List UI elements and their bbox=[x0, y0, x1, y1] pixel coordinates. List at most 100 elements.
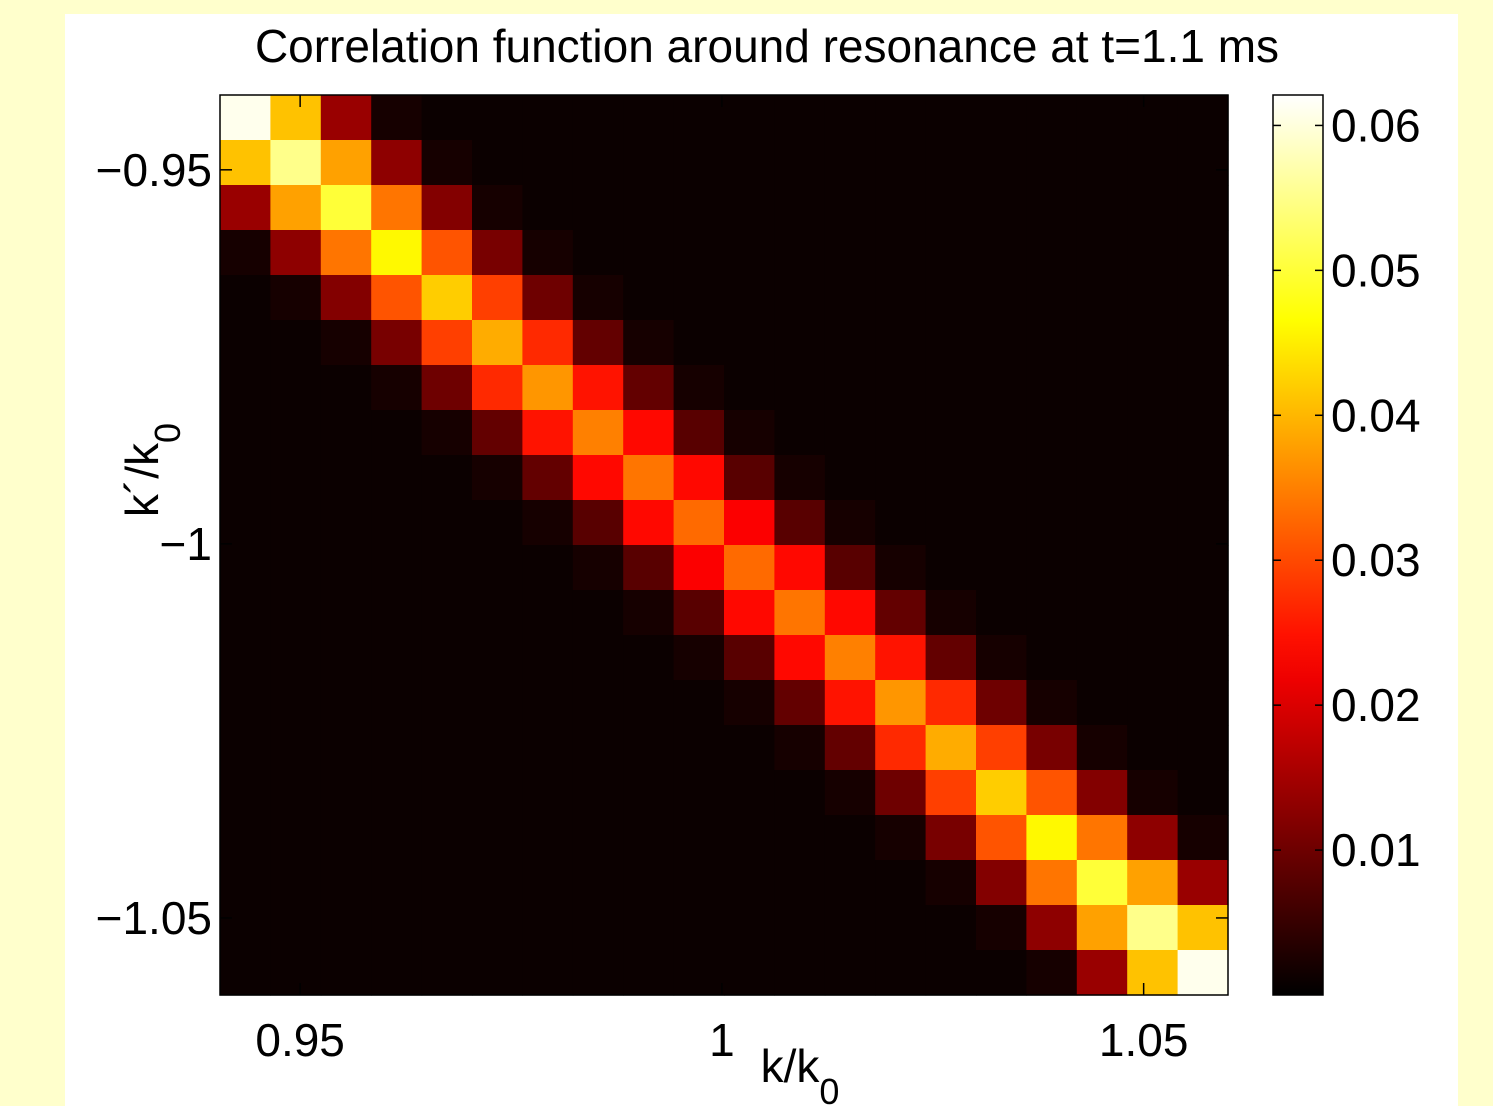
heat-cell bbox=[976, 815, 1027, 861]
heat-cell bbox=[421, 95, 473, 141]
heat-cell bbox=[320, 95, 372, 141]
heat-cell bbox=[320, 770, 372, 816]
heat-cell bbox=[774, 455, 826, 501]
chart-title: Correlation function around resonance at… bbox=[255, 20, 1279, 72]
heat-cell bbox=[1026, 860, 1078, 906]
heat-cell bbox=[875, 500, 927, 546]
heat-cell bbox=[220, 320, 271, 366]
x-axis-label-main: k/k bbox=[761, 1040, 821, 1092]
heat-cell bbox=[371, 275, 423, 321]
heat-cell bbox=[522, 410, 574, 456]
heat-cell bbox=[522, 635, 574, 681]
heat-cell bbox=[976, 95, 1027, 141]
heat-cell bbox=[1026, 140, 1078, 186]
heat-cell bbox=[371, 545, 423, 591]
heat-cell bbox=[522, 590, 574, 636]
heat-cell bbox=[270, 185, 322, 231]
heat-cell bbox=[1076, 140, 1128, 186]
heat-cell bbox=[976, 140, 1027, 186]
heat-cell bbox=[421, 185, 473, 231]
heat-cell bbox=[572, 455, 624, 501]
heat-cell bbox=[673, 545, 725, 591]
heat-cell bbox=[673, 770, 725, 816]
heat-cell bbox=[472, 860, 523, 906]
heat-cell bbox=[1026, 365, 1078, 411]
heat-cell bbox=[220, 590, 271, 636]
heat-cell bbox=[572, 770, 624, 816]
heat-cell bbox=[371, 815, 423, 861]
heat-cell bbox=[623, 275, 675, 321]
heat-cell bbox=[774, 860, 826, 906]
heat-cell bbox=[572, 590, 624, 636]
heat-cell bbox=[421, 590, 473, 636]
heat-cell bbox=[925, 680, 977, 726]
heat-cell bbox=[824, 410, 876, 456]
heat-cell bbox=[371, 185, 423, 231]
heat-cell bbox=[220, 545, 271, 591]
heat-cell bbox=[724, 185, 775, 231]
heat-cell bbox=[472, 410, 523, 456]
heat-cell bbox=[1127, 410, 1179, 456]
heat-cell bbox=[925, 725, 977, 771]
heat-cell bbox=[421, 140, 473, 186]
heat-cell bbox=[724, 950, 775, 996]
heat-cell bbox=[572, 365, 624, 411]
heat-cell bbox=[724, 230, 775, 276]
heat-cell bbox=[824, 500, 876, 546]
heat-cell bbox=[270, 860, 322, 906]
heat-cell bbox=[371, 95, 423, 141]
colorbar-tick-label: 0.06 bbox=[1331, 99, 1421, 151]
heat-cell bbox=[976, 455, 1027, 501]
heat-cell bbox=[421, 275, 473, 321]
heat-cell bbox=[1127, 365, 1179, 411]
heat-cell bbox=[371, 500, 423, 546]
heat-cell bbox=[1076, 860, 1128, 906]
heat-cell bbox=[1026, 410, 1078, 456]
heat-cell bbox=[673, 320, 725, 366]
y-tick-label: −1.05 bbox=[96, 892, 212, 944]
heat-cell bbox=[572, 815, 624, 861]
heat-cell bbox=[1177, 455, 1229, 501]
heat-cell bbox=[1076, 455, 1128, 501]
heat-cell bbox=[270, 545, 322, 591]
heat-cell bbox=[673, 590, 725, 636]
heat-cell bbox=[774, 185, 826, 231]
heat-cell bbox=[623, 590, 675, 636]
heat-cell bbox=[875, 455, 927, 501]
heat-cell bbox=[1127, 95, 1179, 141]
heat-cell bbox=[220, 950, 271, 996]
heat-cell bbox=[774, 320, 826, 366]
heat-cell bbox=[320, 860, 372, 906]
heat-cell bbox=[1127, 590, 1179, 636]
heat-cell bbox=[824, 950, 876, 996]
heat-cell bbox=[270, 230, 322, 276]
heat-cell bbox=[925, 410, 977, 456]
heat-cell bbox=[220, 725, 271, 771]
heat-cell bbox=[623, 185, 675, 231]
heat-cell bbox=[522, 815, 574, 861]
heat-cell bbox=[572, 275, 624, 321]
heat-cell bbox=[1127, 455, 1179, 501]
heat-cell bbox=[1127, 815, 1179, 861]
heat-cell bbox=[1177, 815, 1229, 861]
heat-cell bbox=[875, 815, 927, 861]
heat-cell bbox=[774, 770, 826, 816]
heat-cell bbox=[774, 95, 826, 141]
heat-cell bbox=[371, 770, 423, 816]
heat-cell bbox=[421, 905, 473, 951]
heat-cell bbox=[1076, 365, 1128, 411]
heat-cell bbox=[1127, 275, 1179, 321]
heat-cell bbox=[572, 410, 624, 456]
heat-cell bbox=[371, 140, 423, 186]
heat-cell bbox=[774, 680, 826, 726]
heat-cell bbox=[673, 500, 725, 546]
heat-cell bbox=[320, 140, 372, 186]
heat-cell bbox=[774, 365, 826, 411]
heat-cell bbox=[472, 590, 523, 636]
heat-cell bbox=[270, 275, 322, 321]
heat-cell bbox=[220, 860, 271, 906]
heat-cell bbox=[623, 95, 675, 141]
heat-cell bbox=[976, 635, 1027, 681]
heat-cell bbox=[623, 815, 675, 861]
heat-cell bbox=[472, 725, 523, 771]
